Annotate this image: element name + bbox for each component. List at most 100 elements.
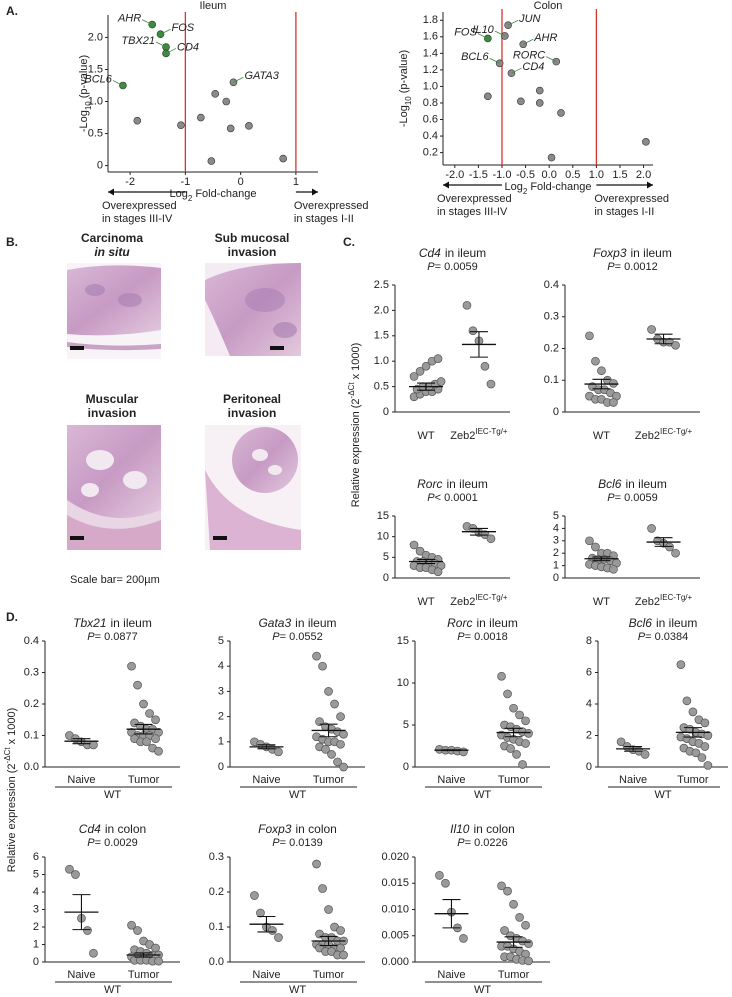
chart-title: Rorc in ileum [447,616,518,630]
point [609,398,618,407]
p-text: = 0.0018 [465,631,508,643]
point [468,326,478,336]
gene-name: Cd4 [79,822,101,836]
point [700,718,710,728]
point [154,956,163,966]
y-tick-label: 4 [33,886,39,898]
p-value: P= 0.0877 [87,631,137,643]
y-tick-label: 0.005 [381,930,409,942]
x-tick-label: 1.5 [612,169,627,181]
x-tick-label: WT [417,430,434,442]
x-tick-label: 1 [293,176,299,188]
point [535,86,544,95]
title-text: in colon [473,822,514,836]
point [421,361,431,371]
y-tick-label: 1.6 [423,31,438,43]
y-tick-label: 15 [397,635,409,647]
y-tick-label: 0.000 [381,956,409,968]
point [279,154,287,163]
point [497,881,506,891]
point [509,899,518,909]
y-tick-label: 0.3 [24,666,39,678]
x-tick-label: 1.0 [589,169,604,181]
leader-line [112,80,124,86]
error-bar [134,952,153,958]
p-text: = 0.0059 [435,261,478,273]
error-bar [134,723,153,735]
point [312,859,321,869]
gene-name: Foxp3 [593,246,627,260]
point [197,113,205,122]
chart-title: Bcl6 in ileum [598,477,667,491]
x-axis-title-part: Fold-change [195,188,256,200]
point [415,367,425,376]
point [268,926,277,935]
category: Zeb2 [450,596,475,608]
x-tick-label: WT [593,430,610,442]
panel-label: B. [6,235,18,249]
y-tick-label: 0.8 [423,97,438,109]
point [433,567,443,577]
p-text: = 0.0029 [95,837,138,849]
point [500,926,509,935]
p-symbol: P [638,631,646,643]
x-tick-label: -1.0 [493,169,512,181]
point [154,746,163,756]
p-text: = 0.0226 [465,837,508,849]
x-tick-label: -2.0 [445,169,464,181]
leader-line [511,67,522,74]
title-text: in colon [295,822,336,836]
point [89,740,98,750]
x-tick-label: 0.5 [565,169,580,181]
x-tick-label: Naive [437,969,465,981]
y-axis-title-part: (p-value) [398,50,410,93]
point [515,913,524,922]
y-axis-title-part: x 1000) [350,343,362,380]
y-tick-label: 1.5 [374,330,389,342]
error-bar [319,723,338,738]
error-bar [654,333,673,345]
point [127,661,136,671]
point [506,744,515,753]
y-tick-label: 0.015 [381,877,409,889]
y-axis-title-sup: -ΔCt [3,747,12,764]
point [503,689,512,699]
category: Tumor [677,774,709,786]
point [462,300,472,310]
leader-line [155,41,167,48]
x-axis-title: Log2 Fold-change [505,181,592,196]
x-tick-label: 0 [238,176,244,188]
x-tick-label: Naive [437,774,465,786]
gene-name: Cd4 [419,246,441,260]
category: Naive [619,774,647,786]
point [435,871,444,880]
scale-bar-label: Scale bar= 200µm [70,574,160,586]
point [512,750,521,759]
point-label: TBX21 [121,35,155,47]
error-bar [504,936,523,948]
point [226,124,235,133]
y-tick-label: 0.2 [24,698,39,710]
error-bar [72,738,91,745]
point [642,138,650,146]
chart-title: Il10 in colon [450,822,515,836]
category-sup: IEC-Tg/+ [475,427,508,436]
error-bar [683,727,702,738]
annotation: in stages III-IV [102,213,173,225]
point [312,651,321,661]
point [133,680,142,690]
chart-title: Tbx21 in ileum [73,616,152,630]
y-tick-label: 0.4 [24,635,39,647]
y-tick-label: 3 [33,903,39,915]
image-subtitle: in situ [94,245,130,259]
panel-label: A. [6,4,18,18]
point [480,361,490,371]
error-bar [624,745,643,752]
error-bar [592,556,611,562]
y-tick-label: 4 [586,698,592,710]
category: Zeb2 [635,596,660,608]
point [671,340,680,350]
point [65,864,74,874]
p-symbol: P [87,837,95,849]
